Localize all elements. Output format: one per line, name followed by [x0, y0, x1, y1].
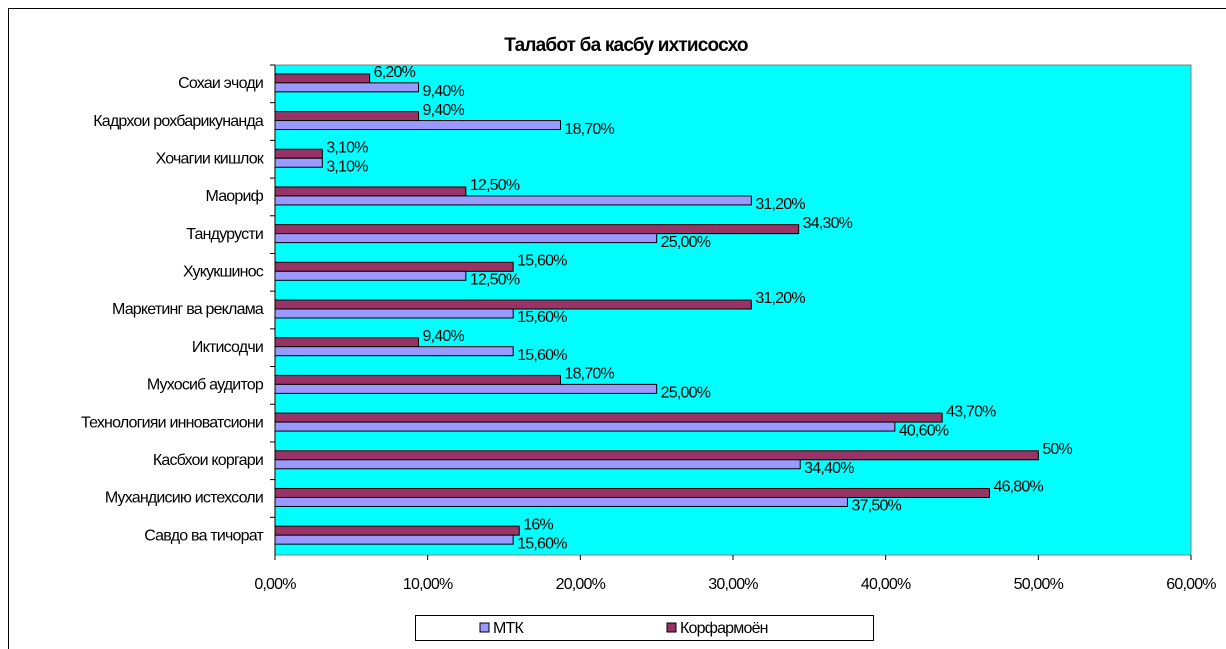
- bar: [274, 534, 514, 545]
- bar: [274, 487, 990, 498]
- y-tick-label: Технологияи инноватсиони: [81, 414, 263, 431]
- value-label: 3,10%: [326, 158, 368, 175]
- bar: [274, 525, 520, 536]
- value-label: 9,40%: [423, 83, 465, 100]
- value-label: 18,70%: [564, 366, 614, 383]
- value-label: 15,60%: [517, 309, 567, 326]
- bar: [274, 157, 323, 168]
- legend-label: Корфармоён: [680, 620, 768, 637]
- value-label: 34,40%: [804, 460, 854, 477]
- bar: [274, 459, 801, 470]
- bar: [274, 450, 1039, 461]
- x-tick-label: 20,00%: [556, 576, 606, 593]
- y-tick-label: Мухандисию истехсоли: [105, 490, 263, 507]
- x-tick-label: 60,00%: [1166, 576, 1216, 593]
- bar: [274, 337, 420, 348]
- bar: [274, 148, 323, 159]
- legend-swatch: [479, 622, 490, 633]
- bar: [274, 383, 658, 394]
- y-tick-label: Иктисодчи: [192, 339, 263, 356]
- bar: [274, 186, 467, 197]
- bar: [274, 374, 561, 385]
- legend-label: МТК: [493, 620, 525, 637]
- chart-title: Талабот ба касбу ихтисосхо: [504, 35, 748, 56]
- y-tick-label: Маркетинг ва реклама: [112, 301, 264, 318]
- value-label: 15,60%: [517, 253, 567, 270]
- bar: [274, 412, 943, 423]
- y-tick-label: Хукукшинос: [183, 264, 264, 281]
- value-label: 12,50%: [470, 272, 520, 289]
- x-tick-label: 50,00%: [1014, 576, 1064, 593]
- x-tick-label: 30,00%: [708, 576, 758, 593]
- y-tick-label: Хочагии кишлок: [156, 150, 265, 167]
- bar: [274, 308, 514, 319]
- value-label: 9,40%: [423, 102, 465, 119]
- bar: [274, 120, 561, 131]
- value-label: 50%: [1042, 441, 1072, 458]
- value-label: 16%: [523, 516, 553, 533]
- x-tick-label: 0,00%: [254, 576, 296, 593]
- bar: [274, 299, 752, 310]
- y-tick-label: Сохаи эчоди: [178, 75, 263, 92]
- y-tick-label: Тандурусти: [186, 226, 263, 243]
- value-label: 43,70%: [946, 403, 996, 420]
- bar: [274, 270, 467, 281]
- value-label: 31,20%: [755, 290, 805, 307]
- bar: [274, 421, 896, 432]
- bar: [274, 496, 848, 507]
- value-label: 25,00%: [661, 234, 711, 251]
- x-tick-label: 10,00%: [403, 576, 453, 593]
- x-tick-label: 40,00%: [861, 576, 911, 593]
- value-label: 12,50%: [470, 177, 520, 194]
- value-label: 46,80%: [993, 479, 1043, 496]
- y-tick-label: Маориф: [205, 188, 263, 205]
- bar: [274, 224, 800, 235]
- value-label: 18,70%: [564, 121, 614, 138]
- value-label: 9,40%: [423, 328, 465, 345]
- value-label: 3,10%: [326, 139, 368, 156]
- y-tick-label: Мухосиб аудитор: [147, 377, 264, 394]
- bar: [274, 82, 420, 93]
- bar: [274, 195, 752, 206]
- value-label: 40,60%: [899, 422, 949, 439]
- value-label: 37,50%: [852, 498, 902, 515]
- bar: [274, 346, 514, 357]
- bar: [274, 261, 514, 272]
- value-label: 15,60%: [517, 535, 567, 552]
- value-label: 31,20%: [755, 196, 805, 213]
- y-tick-label: Савдо ва тичорат: [144, 527, 264, 544]
- y-tick-label: Касбхои коргари: [153, 452, 263, 469]
- y-tick-label: Кадрхои рохбарикунанда: [93, 113, 264, 130]
- bar: [274, 111, 420, 122]
- value-label: 15,60%: [517, 347, 567, 364]
- legend-swatch: [666, 622, 677, 633]
- value-label: 6,20%: [374, 64, 416, 81]
- bar: [274, 233, 658, 244]
- value-label: 34,30%: [803, 215, 853, 232]
- value-label: 25,00%: [661, 385, 711, 402]
- bar: [274, 73, 371, 84]
- legend-box: [415, 615, 874, 641]
